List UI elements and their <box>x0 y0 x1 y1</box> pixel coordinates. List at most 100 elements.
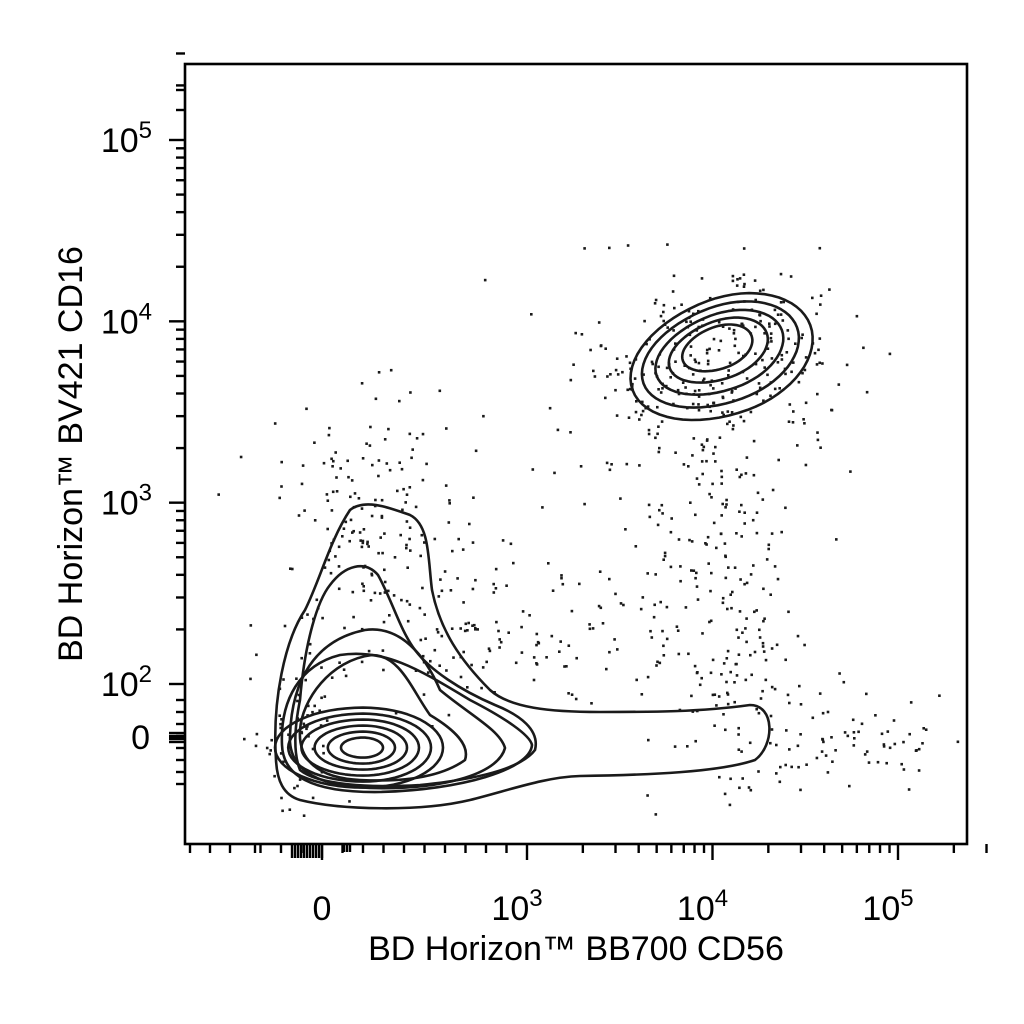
data-point <box>707 562 710 565</box>
data-point <box>701 632 704 635</box>
data-point <box>705 348 709 352</box>
data-point <box>661 512 664 515</box>
data-point <box>291 567 294 571</box>
data-point <box>786 693 790 697</box>
data-point <box>393 556 397 559</box>
x-tick-label: 0 <box>313 890 332 928</box>
data-point <box>462 601 465 604</box>
data-point <box>787 420 791 423</box>
data-point <box>700 277 704 280</box>
data-point <box>849 470 852 473</box>
data-point <box>467 621 470 625</box>
data-point <box>902 740 905 744</box>
data-point <box>492 591 496 594</box>
data-point <box>794 342 797 345</box>
data-point <box>351 531 354 534</box>
data-point <box>558 650 561 653</box>
data-point <box>860 722 864 726</box>
data-point <box>622 603 625 607</box>
data-point <box>280 460 283 464</box>
data-point <box>367 545 370 548</box>
data-point <box>608 246 611 250</box>
data-point <box>373 591 377 595</box>
data-point <box>769 332 773 335</box>
data-point <box>598 570 602 573</box>
data-point <box>635 400 638 403</box>
data-point <box>438 389 442 393</box>
data-point <box>876 760 880 764</box>
data-point <box>714 445 717 449</box>
data-point <box>370 573 374 577</box>
data-point <box>649 629 652 633</box>
data-point <box>803 422 806 425</box>
data-point <box>712 452 715 455</box>
data-point <box>254 744 258 748</box>
data-point <box>320 696 323 700</box>
data-point <box>405 546 408 550</box>
data-point <box>289 567 292 570</box>
data-point <box>835 538 838 541</box>
data-point <box>902 768 906 771</box>
data-point <box>888 746 892 750</box>
data-point <box>385 462 389 465</box>
data-point <box>331 490 335 494</box>
data-point <box>570 609 574 613</box>
data-point <box>727 374 730 377</box>
data-point <box>845 363 849 367</box>
data-point <box>732 328 736 332</box>
data-point <box>387 427 390 431</box>
data-point <box>665 637 669 641</box>
data-point <box>689 345 693 348</box>
data-point <box>307 704 310 708</box>
data-point <box>724 576 728 580</box>
data-point <box>822 740 825 744</box>
data-point <box>718 775 721 779</box>
data-point <box>249 677 252 681</box>
data-point <box>700 443 704 446</box>
data-point <box>785 351 789 354</box>
data-point <box>724 554 727 558</box>
data-point <box>762 650 766 653</box>
data-point <box>408 603 412 606</box>
data-point <box>337 545 341 549</box>
data-point <box>733 344 737 348</box>
data-point <box>669 530 673 534</box>
data-point <box>640 693 644 696</box>
data-point <box>421 586 424 590</box>
data-point <box>532 656 536 659</box>
data-point <box>680 303 683 306</box>
data-point <box>343 626 346 630</box>
data-point <box>305 407 308 411</box>
data-point <box>754 362 758 366</box>
data-point <box>278 496 281 500</box>
data-point <box>445 669 448 672</box>
data-point <box>917 769 921 772</box>
data-point <box>733 566 737 569</box>
data-point <box>487 647 491 650</box>
data-point <box>255 732 259 736</box>
data-point <box>335 490 339 493</box>
data-point <box>419 638 423 642</box>
data-point <box>654 573 657 576</box>
data-point <box>757 770 760 773</box>
data-point <box>857 730 860 734</box>
data-point <box>300 656 303 660</box>
data-point <box>815 756 819 760</box>
data-point <box>512 561 515 565</box>
data-point <box>726 607 729 611</box>
data-point <box>300 482 304 486</box>
data-point <box>695 571 698 575</box>
data-point <box>321 616 324 620</box>
data-point <box>466 686 469 689</box>
data-point <box>658 508 661 512</box>
data-point <box>583 247 586 250</box>
data-point <box>357 497 361 500</box>
data-point <box>690 569 693 572</box>
data-point <box>547 562 550 565</box>
data-point <box>313 441 316 444</box>
data-point <box>673 745 677 748</box>
data-point <box>658 661 662 665</box>
data-point <box>687 652 690 656</box>
data-point <box>885 761 888 765</box>
data-point <box>780 530 783 534</box>
